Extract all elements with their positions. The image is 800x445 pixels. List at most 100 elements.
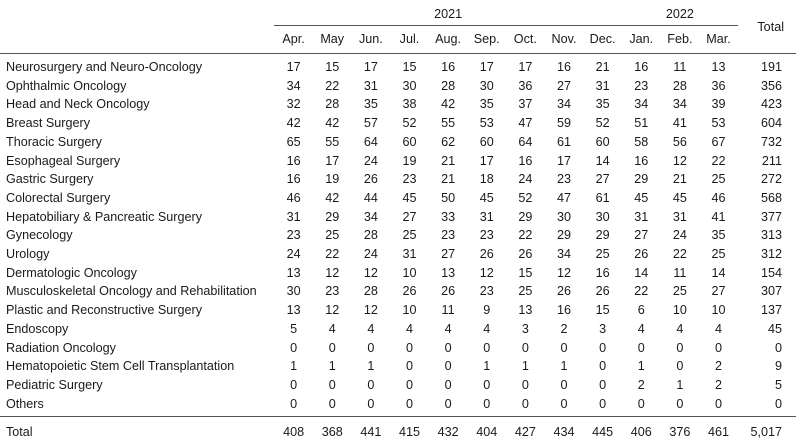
cell-value: 0 xyxy=(622,395,661,417)
cell-value: 4 xyxy=(313,320,352,339)
cell-value: 17 xyxy=(352,54,391,77)
cell-value: 0 xyxy=(429,376,468,395)
year-2021-header: 2021 xyxy=(274,1,622,26)
cell-value: 21 xyxy=(429,152,468,171)
monthly-total: 445 xyxy=(583,417,622,445)
row-label: Dermatologic Oncology xyxy=(0,264,274,283)
cell-value: 11 xyxy=(429,301,468,320)
cell-value: 17 xyxy=(274,54,313,77)
header-blank-2 xyxy=(0,26,274,54)
cell-value: 0 xyxy=(545,376,584,395)
cell-value: 55 xyxy=(313,133,352,152)
cell-value: 26 xyxy=(583,282,622,301)
cell-value: 9 xyxy=(467,301,506,320)
cell-value: 0 xyxy=(274,395,313,417)
cell-value: 23 xyxy=(274,226,313,245)
cell-value: 25 xyxy=(506,282,545,301)
cell-value: 3 xyxy=(583,320,622,339)
cell-value: 31 xyxy=(390,245,429,264)
cell-value: 55 xyxy=(429,114,468,133)
cell-value: 16 xyxy=(583,264,622,283)
cell-value: 31 xyxy=(467,208,506,227)
cell-value: 62 xyxy=(429,133,468,152)
month-header: Apr. xyxy=(274,26,313,54)
row-total: 377 xyxy=(738,208,796,227)
monthly-total: 432 xyxy=(429,417,468,445)
cell-value: 27 xyxy=(699,282,738,301)
monthly-total: 376 xyxy=(661,417,700,445)
cell-value: 0 xyxy=(545,339,584,358)
cell-value: 24 xyxy=(352,245,391,264)
cell-value: 0 xyxy=(352,395,391,417)
cell-value: 0 xyxy=(506,395,545,417)
row-label: Plastic and Reconstructive Surgery xyxy=(0,301,274,320)
cell-value: 42 xyxy=(313,189,352,208)
cell-value: 11 xyxy=(661,54,700,77)
cell-value: 27 xyxy=(390,208,429,227)
cell-value: 34 xyxy=(661,95,700,114)
cell-value: 46 xyxy=(274,189,313,208)
cell-value: 26 xyxy=(390,282,429,301)
cell-value: 0 xyxy=(313,339,352,358)
cell-value: 18 xyxy=(467,170,506,189)
cell-value: 29 xyxy=(545,226,584,245)
cell-value: 15 xyxy=(390,54,429,77)
cell-value: 27 xyxy=(583,170,622,189)
monthly-total: 415 xyxy=(390,417,429,445)
row-total: 0 xyxy=(738,339,796,358)
cell-value: 25 xyxy=(699,245,738,264)
row-total: 568 xyxy=(738,189,796,208)
cell-value: 0 xyxy=(506,376,545,395)
cell-value: 35 xyxy=(467,95,506,114)
cell-value: 21 xyxy=(429,170,468,189)
row-label: Hepatobiliary & Pancreatic Surgery xyxy=(0,208,274,227)
cell-value: 29 xyxy=(622,170,661,189)
cell-value: 45 xyxy=(622,189,661,208)
cell-value: 60 xyxy=(583,133,622,152)
month-header: May xyxy=(313,26,352,54)
cell-value: 27 xyxy=(429,245,468,264)
cell-value: 4 xyxy=(429,320,468,339)
cell-value: 16 xyxy=(622,152,661,171)
row-label: Esophageal Surgery xyxy=(0,152,274,171)
month-header: Oct. xyxy=(506,26,545,54)
cell-value: 33 xyxy=(429,208,468,227)
cell-value: 31 xyxy=(352,77,391,96)
row-total: 45 xyxy=(738,320,796,339)
row-total: 9 xyxy=(738,357,796,376)
cell-value: 25 xyxy=(699,170,738,189)
cell-value: 1 xyxy=(545,357,584,376)
cell-value: 52 xyxy=(583,114,622,133)
cell-value: 30 xyxy=(583,208,622,227)
monthly-total: 404 xyxy=(467,417,506,445)
cell-value: 17 xyxy=(313,152,352,171)
cell-value: 10 xyxy=(390,264,429,283)
cell-value: 5 xyxy=(274,320,313,339)
cell-value: 23 xyxy=(545,170,584,189)
cell-value: 4 xyxy=(622,320,661,339)
cell-value: 0 xyxy=(661,339,700,358)
row-label: Gynecology xyxy=(0,226,274,245)
cell-value: 25 xyxy=(313,226,352,245)
row-label: Colorectal Surgery xyxy=(0,189,274,208)
cell-value: 16 xyxy=(274,170,313,189)
cell-value: 36 xyxy=(699,77,738,96)
cell-value: 58 xyxy=(622,133,661,152)
row-total: 604 xyxy=(738,114,796,133)
cell-value: 45 xyxy=(390,189,429,208)
monthly-total: 461 xyxy=(699,417,738,445)
cell-value: 14 xyxy=(583,152,622,171)
cell-value: 0 xyxy=(467,395,506,417)
cell-value: 26 xyxy=(429,282,468,301)
cell-value: 52 xyxy=(390,114,429,133)
cell-value: 26 xyxy=(545,282,584,301)
cell-value: 16 xyxy=(545,54,584,77)
cell-value: 0 xyxy=(661,395,700,417)
